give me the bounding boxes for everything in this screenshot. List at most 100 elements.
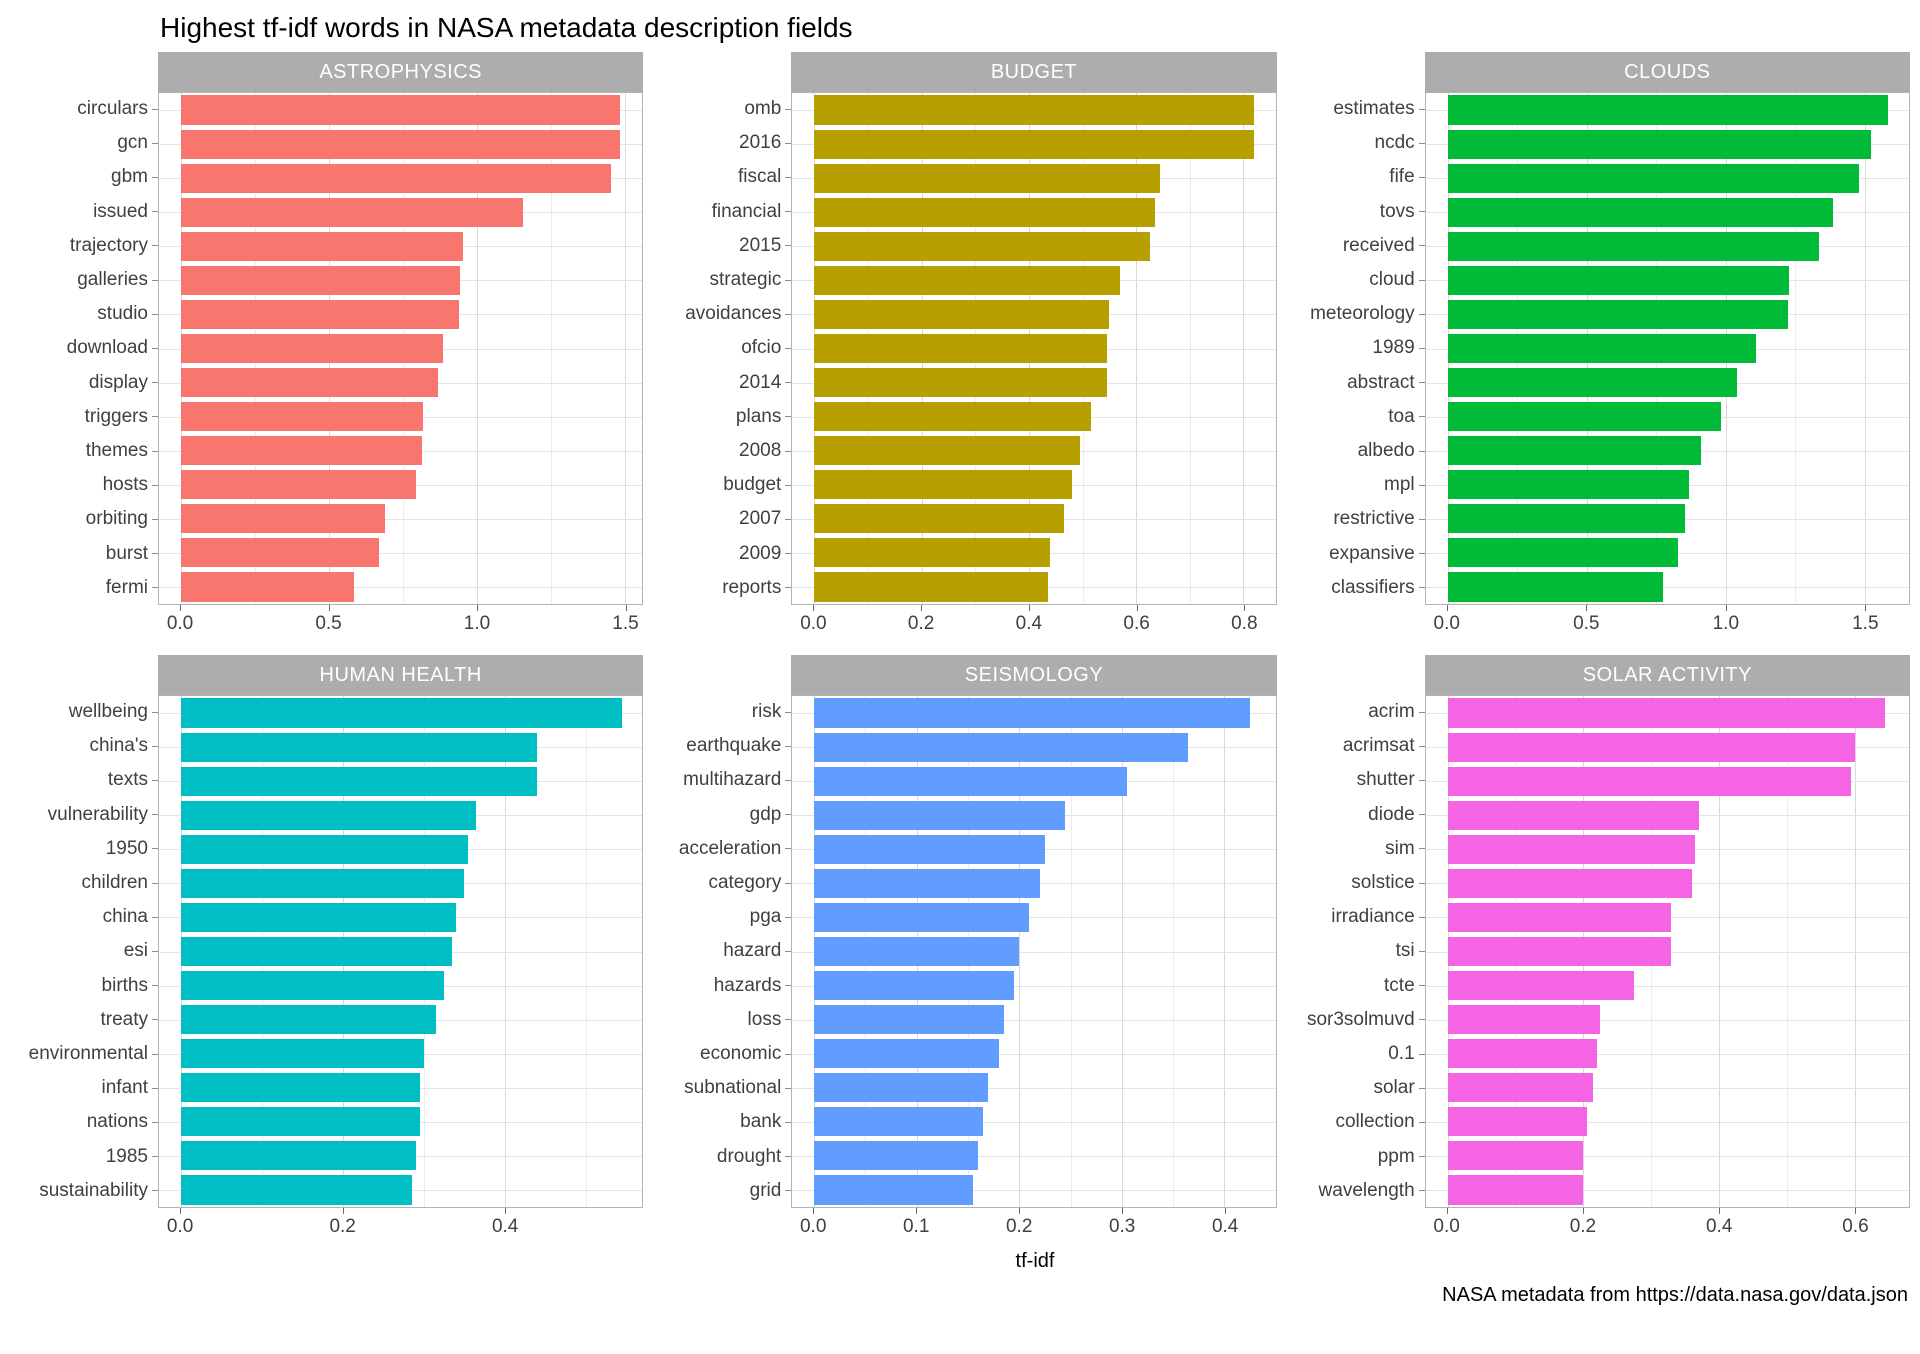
y-axis-label-row: acrim xyxy=(1277,695,1425,729)
gridline-row xyxy=(1425,1087,1909,1089)
y-axis-label-row: gdp xyxy=(643,798,792,832)
y-axis-labels: risk earthquake multihazard gdp acceleration… xyxy=(643,695,792,1208)
y-axis-label-row: sor3solmuvd xyxy=(1277,1003,1425,1037)
x-axis: 0.0 0.2 0.4 0.6 0.8 xyxy=(791,605,1276,639)
x-tick-mark xyxy=(1244,605,1246,611)
x-tick-label: 0.4 xyxy=(491,1216,519,1237)
y-tick-mark xyxy=(152,553,158,555)
x-tick-label: 0.2 xyxy=(907,613,935,634)
y-tick-mark xyxy=(785,950,792,952)
bar-texts xyxy=(181,766,538,796)
y-tick-mark xyxy=(1418,416,1425,418)
x-tick-label: 1.0 xyxy=(1712,613,1740,634)
x-axis: 0.0 0.2 0.4 0.6 xyxy=(1425,1208,1910,1242)
y-axis-label-row: wellbeing xyxy=(10,695,158,729)
y-axis-label: earthquake xyxy=(686,735,782,757)
y-axis-label: abstract xyxy=(1347,371,1415,393)
y-axis-label: solar xyxy=(1373,1077,1415,1099)
gridline-row xyxy=(792,1155,1276,1157)
bar-solar xyxy=(1447,1073,1594,1103)
y-axis-label: trajectory xyxy=(69,234,148,256)
y-axis-label-row: shutter xyxy=(1277,763,1425,797)
y-axis-label-row: 2015 xyxy=(643,229,792,263)
y-axis-label-row: themes xyxy=(10,434,158,468)
x-tick-label: 1.0 xyxy=(463,613,491,634)
bar-tcte xyxy=(1447,971,1635,1001)
bar-trajectory xyxy=(180,231,464,261)
bar-treaty xyxy=(181,1005,436,1035)
bar-fife xyxy=(1447,163,1859,193)
bar-acrimsat xyxy=(1447,732,1855,762)
y-tick-mark xyxy=(1418,950,1425,952)
bar-bank xyxy=(814,1107,984,1137)
bar-earthquake xyxy=(814,732,1189,762)
x-tick-label: 1.5 xyxy=(612,613,639,634)
facet-strip: SOLAR ACTIVITY xyxy=(1424,655,1910,695)
y-axis-label: orbiting xyxy=(85,508,148,530)
bar-acceleration xyxy=(814,834,1045,864)
y-tick-mark xyxy=(785,1190,792,1192)
bar-china xyxy=(181,902,457,932)
y-axis-label: gbm xyxy=(111,166,148,188)
y-axis-label-row: strategic xyxy=(643,263,792,297)
bar-acrim xyxy=(1447,698,1886,728)
y-axis-label: loss xyxy=(747,1008,782,1030)
bar-irradiance xyxy=(1447,902,1672,932)
bar-solstice xyxy=(1447,868,1692,898)
y-axis-label-row: avoidances xyxy=(643,297,792,331)
gridline-row xyxy=(792,1053,1276,1055)
y-tick-mark xyxy=(785,313,792,315)
bar-births xyxy=(181,971,445,1001)
bar-toa xyxy=(1447,402,1722,432)
x-tick-mark xyxy=(1865,605,1867,611)
bar-omb xyxy=(814,95,1255,125)
y-tick-mark xyxy=(1418,1121,1425,1123)
y-tick-mark xyxy=(785,279,792,281)
panel xyxy=(158,695,644,1208)
y-axis-label-row: wavelength xyxy=(1277,1174,1425,1208)
y-axis-label-row: grid xyxy=(643,1174,792,1208)
y-axis-label: subnational xyxy=(684,1077,782,1099)
bar-download xyxy=(180,333,443,364)
y-axis-label: hosts xyxy=(102,474,148,496)
bar-nations xyxy=(181,1107,420,1137)
gridline-row xyxy=(1425,1155,1909,1157)
facet-strip-label: ASTROPHYSICS xyxy=(319,60,483,83)
gridline-row xyxy=(792,1121,1276,1123)
y-axis-label-row: trajectory xyxy=(10,229,158,263)
bar-0.1 xyxy=(1447,1039,1597,1069)
y-tick-mark xyxy=(1418,779,1425,781)
y-axis-label: galleries xyxy=(77,269,148,291)
y-axis-label: 1985 xyxy=(105,1145,148,1167)
y-axis-label: china's xyxy=(89,735,148,757)
y-tick-mark xyxy=(1418,1190,1425,1192)
y-axis-label-row: fife xyxy=(1277,160,1425,194)
bar-avoidances xyxy=(814,299,1110,329)
y-tick-mark xyxy=(785,553,792,555)
y-axis-label-row: infant xyxy=(10,1071,158,1105)
bar-issued xyxy=(180,197,523,227)
y-axis-label: burst xyxy=(105,542,148,564)
y-axis-label-row: issued xyxy=(10,195,158,229)
y-axis-label: tsi xyxy=(1395,940,1415,962)
bar-abstract xyxy=(1447,368,1737,398)
y-axis-label-row: nations xyxy=(10,1105,158,1139)
y-tick-mark xyxy=(785,484,792,486)
y-tick-mark xyxy=(152,211,158,213)
bar-budget xyxy=(814,470,1072,500)
facet-budget: BUDGET omb 2016 fiscal financial 2015 strategi… xyxy=(643,52,1277,639)
x-tick-label: 0.3 xyxy=(1108,1216,1136,1237)
panel xyxy=(791,92,1277,605)
bar-ofcio xyxy=(814,333,1107,364)
gridline-row xyxy=(159,518,643,520)
y-axis-label-row: fermi xyxy=(10,571,158,605)
y-tick-mark xyxy=(1418,1087,1425,1089)
bar-studio xyxy=(180,299,459,329)
y-axis-label-row: china xyxy=(10,900,158,934)
bar-strategic xyxy=(814,265,1121,295)
gridline-row xyxy=(159,552,643,554)
y-axis-label-row: 0.1 xyxy=(1277,1037,1425,1071)
y-tick-mark xyxy=(152,279,158,281)
y-axis-label: gcn xyxy=(117,132,148,154)
x-tick-label: 0.5 xyxy=(315,613,342,634)
